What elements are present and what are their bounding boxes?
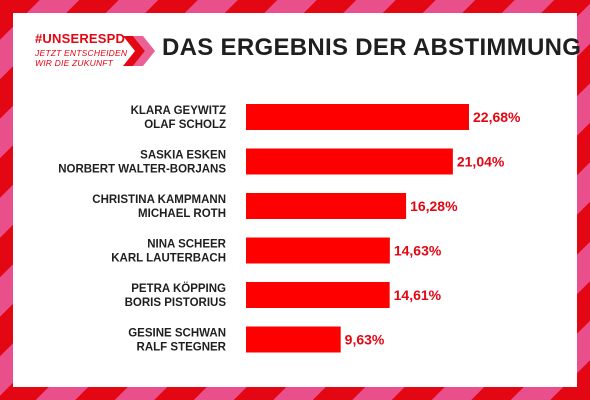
bar-1: [246, 148, 453, 175]
page-title: DAS ERGEBNIS DER ABSTIMMUNG: [162, 34, 582, 61]
candidate-label-0-1: OLAF SCHOLZ: [144, 119, 226, 131]
value-label-5: 9,63%: [345, 332, 385, 348]
candidate-label-3-1: KARL LAUTERBACH: [111, 253, 226, 265]
candidate-label-4-1: BORIS PISTORIUS: [125, 297, 227, 309]
value-label-2: 16,28%: [410, 198, 458, 214]
value-label-3: 14,63%: [394, 243, 442, 259]
candidate-label-2-0: CHRISTINA KAMPMANN: [92, 194, 226, 206]
value-label-4: 14,61%: [394, 287, 442, 303]
value-label-1: 21,04%: [457, 154, 505, 170]
candidate-label-5-1: RALF STEGNER: [137, 342, 227, 354]
value-label-0: 22,68%: [473, 109, 521, 125]
candidate-label-3-0: NINA SCHEER: [147, 239, 226, 251]
bar-4: [246, 282, 390, 308]
candidate-label-2-1: MICHAEL ROTH: [138, 208, 226, 220]
chevron-mark-icon: [123, 36, 155, 66]
logo-hashtag: #UNSERESPD: [35, 31, 126, 46]
candidate-label-5-0: GESINE SCHWAN: [128, 328, 226, 340]
candidate-label-1-0: SASKIA ESKEN: [140, 150, 226, 162]
candidate-label-0-0: KLARA GEYWITZ: [131, 105, 226, 117]
bar-2: [246, 193, 407, 219]
infographic-card: #UNSERESPD JETZT ENTSCHEIDEN WIR DIE ZUK…: [13, 13, 581, 387]
logo-tagline-line1: JETZT ENTSCHEIDEN: [35, 48, 128, 58]
bar-5: [246, 326, 341, 353]
unserespd-logo: #UNSERESPD JETZT ENTSCHEIDEN WIR DIE ZUK…: [35, 31, 165, 81]
bar-3: [246, 237, 390, 264]
logo-tagline-line2: WIR DIE ZUKUNFT: [35, 58, 114, 68]
candidate-label-4-0: PETRA KÖPPING: [131, 282, 226, 295]
bar-0: [246, 104, 469, 130]
candidate-label-1-1: NORBERT WALTER-BORJANS: [58, 164, 226, 176]
